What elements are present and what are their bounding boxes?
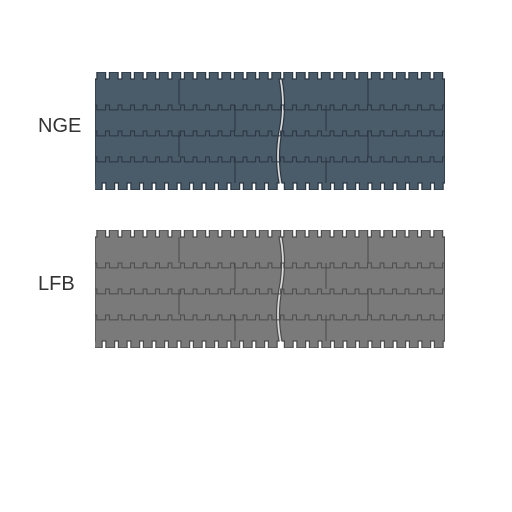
belt-nge bbox=[95, 72, 445, 190]
belt-left-half bbox=[95, 72, 283, 190]
label-lfb: LFB bbox=[38, 273, 75, 296]
belt-lfb bbox=[95, 230, 445, 348]
label-nge: NGE bbox=[38, 115, 81, 138]
belt-left-half bbox=[95, 230, 283, 348]
belt-nge-svg bbox=[95, 72, 445, 190]
belt-lfb-svg bbox=[95, 230, 445, 348]
